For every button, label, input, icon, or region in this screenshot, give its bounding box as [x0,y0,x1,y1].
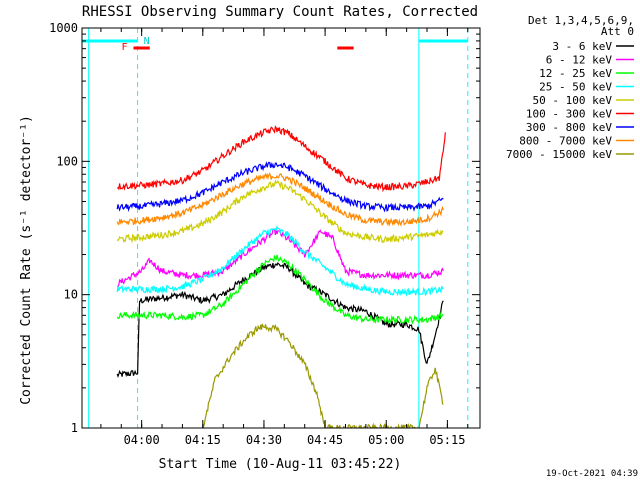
x-tick-label: 05:00 [368,433,404,447]
legend-label: 7000 - 15000 keV [506,148,612,161]
series-line-5 [116,125,446,193]
x-tick-label: 04:45 [307,433,343,447]
series-line-6 [116,161,444,213]
chart-title: RHESSI Observing Summary Count Rates, Co… [82,4,478,20]
timestamp: 19-Oct-2021 04:39 [546,469,638,479]
x-tick-label: 04:15 [185,433,221,447]
axes: 1 10 100 1000 04:00 04:15 04:30 04:45 05:00 05:15 [49,21,481,447]
y-tick-label: 100 [56,154,78,168]
legend-label: 800 - 7000 keV [519,135,612,148]
legend-label: 25 - 50 keV [539,81,612,94]
x-tick-label: 04:30 [246,433,282,447]
legend-label: 3 - 6 keV [552,40,612,53]
series-line-2 [116,254,444,325]
legend-label: 50 - 100 keV [533,94,613,107]
series-group [116,125,446,428]
legend-label: 12 - 25 keV [539,67,612,80]
x-tick-label: 05:15 [429,433,465,447]
series-line-8 [202,323,444,428]
legend-label: 100 - 300 keV [526,108,612,121]
legend-label: 6 - 12 keV [546,54,613,67]
flag-F-label: F [121,42,127,53]
series-line-0 [116,262,444,379]
series-line-7 [116,172,444,227]
top-bars: FN [82,36,468,53]
legend-header: Det 1,3,4,5,6,9, [528,14,634,27]
flag-N-label: N [144,36,150,47]
legend-label: 300 - 800 keV [526,121,612,134]
x-tick-label: 04:00 [124,433,160,447]
legend-header: Att 0 [601,25,634,38]
y-tick-label: 10 [64,288,78,302]
y-tick-label: 1 [71,421,78,435]
y-axis-label: Corrected Count Rate (s⁻¹ detector⁻¹) [19,115,34,405]
plot-frame [81,27,481,429]
series-line-3 [116,225,444,298]
series-line-4 [116,178,444,244]
y-tick-label: 1000 [49,21,78,35]
x-axis-label: Start Time (10-Aug-11 03:45:22) [159,457,402,472]
